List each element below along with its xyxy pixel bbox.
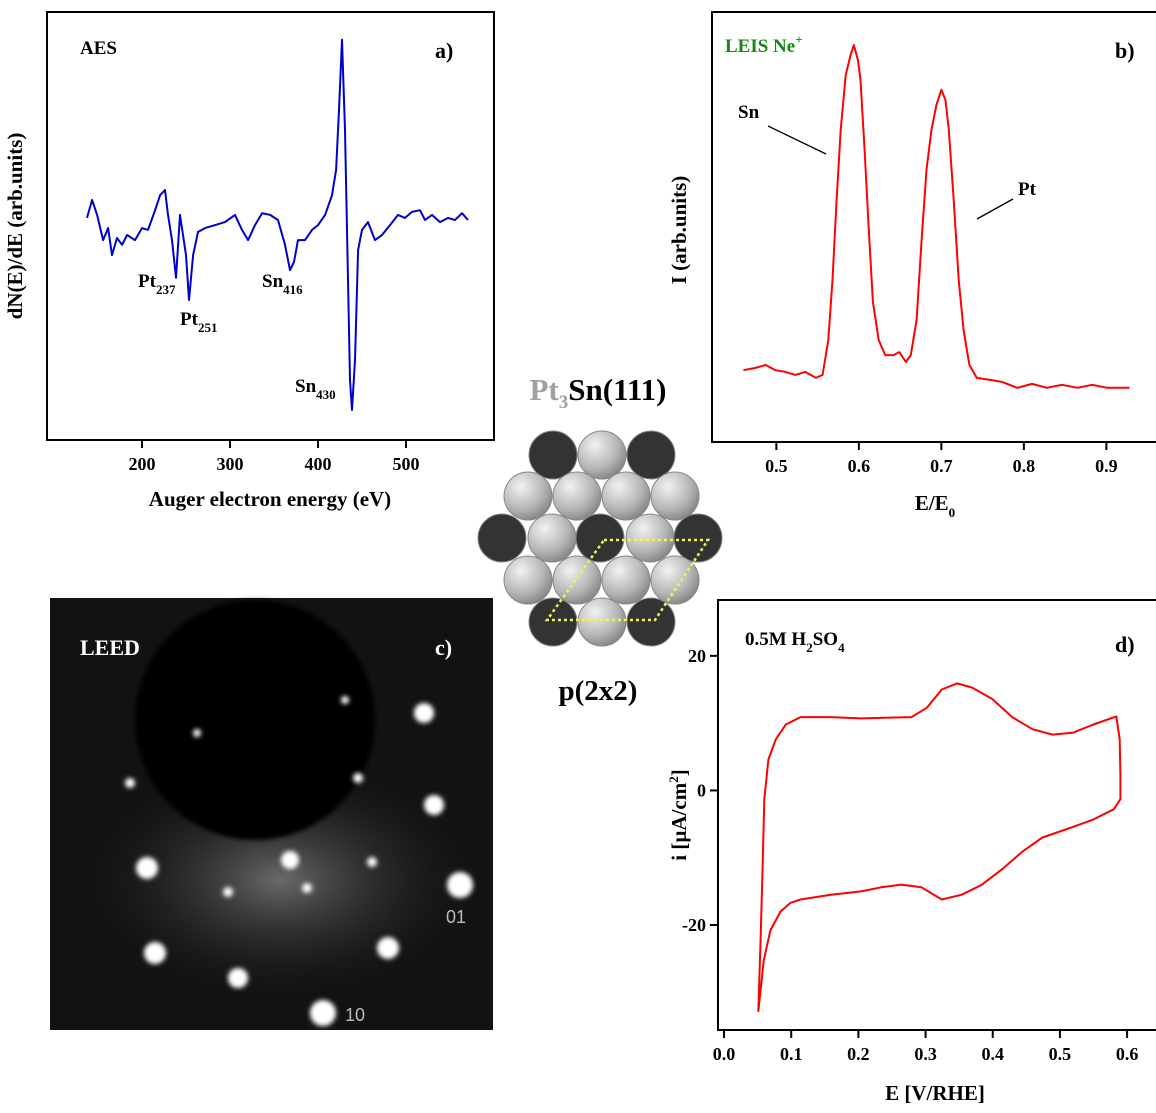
chart-title-part: + — [795, 32, 802, 47]
x-tick-label: 0.0 — [713, 1044, 736, 1064]
formula-sub: 3 — [559, 392, 569, 413]
annotation-sub: 430 — [316, 387, 336, 402]
spot-label: 10 — [345, 1005, 365, 1025]
x-tick-label: 0.5 — [765, 456, 788, 476]
annotation: Pt251 — [180, 309, 217, 335]
annotation: Sn — [738, 102, 760, 123]
x-tick-label: 500 — [393, 454, 420, 474]
panel-label: d) — [1115, 632, 1135, 657]
chart-title: AES — [80, 38, 117, 59]
y-axis-label: i [µA/cm2] — [666, 769, 691, 861]
y-axis-label: I (arb.units) — [667, 176, 691, 285]
x-tick-label: 300 — [217, 454, 244, 474]
x-axis-label-part: E/E — [915, 491, 949, 515]
formula-part: Pt — [530, 372, 560, 407]
y-tick-label: -20 — [682, 915, 706, 935]
annotation-text: Sn — [262, 271, 284, 292]
x-tick-label: 0.3 — [914, 1044, 937, 1064]
x-axis-label: E/E0 — [915, 491, 955, 520]
y-axis-label-part: ] — [667, 769, 691, 776]
x-tick-label: 0.1 — [780, 1044, 803, 1064]
leed-label: LEED — [80, 635, 140, 660]
x-axis-label: Auger electron energy (eV) — [149, 487, 391, 511]
structure-title: Pt3Sn(111) — [530, 372, 667, 413]
annotation: Pt — [1018, 179, 1037, 200]
x-tick-label: 0.5 — [1049, 1044, 1072, 1064]
annotation: Pt237 — [138, 271, 176, 297]
annotation-sub: 416 — [283, 282, 303, 297]
y-axis-label-part: i [µA/cm — [667, 782, 691, 860]
data-line — [743, 45, 1129, 388]
y-axis-label: dN(E)/dE (arb.units) — [3, 133, 27, 320]
annotation-text: Pt — [1018, 179, 1037, 200]
spot-label: 01 — [446, 907, 466, 927]
y-tick-label: 0 — [697, 780, 706, 800]
atoms — [478, 431, 722, 646]
panel-label: a) — [435, 38, 453, 63]
x-tick-label: 0.6 — [1116, 1044, 1139, 1064]
plot-frame — [47, 12, 494, 440]
x-tick-label: 400 — [305, 454, 332, 474]
data-line — [87, 40, 468, 410]
annotation: Sn430 — [295, 376, 336, 402]
chart-title-part: 4 — [838, 640, 845, 655]
x-axis-label: E [V/RHE] — [885, 1081, 985, 1105]
data-line — [758, 683, 1120, 1011]
plot-frame — [712, 12, 1156, 442]
x-tick-label: 0.7 — [930, 456, 953, 476]
annotation-text: Pt — [180, 309, 199, 330]
x-axis-label-part: 0 — [949, 505, 956, 520]
formula-part: Sn(111) — [568, 372, 666, 407]
annotation-sub: 237 — [156, 282, 176, 297]
x-tick-label: 200 — [129, 454, 156, 474]
annotation-text: Sn — [738, 102, 760, 123]
leader-line — [768, 126, 826, 154]
y-tick-label: 20 — [688, 646, 706, 666]
panel-label: c) — [435, 635, 452, 660]
chart-title: 0.5M H2SO4 — [745, 629, 845, 655]
chart-title-part: SO — [813, 629, 838, 650]
leader-line — [977, 199, 1013, 219]
x-tick-label: 0.4 — [981, 1044, 1004, 1064]
structure-model: Pt3Sn(111) p(2x2) — [478, 372, 722, 707]
x-tick-label: 0.8 — [1013, 456, 1036, 476]
chart-title: LEIS Ne+ — [725, 32, 803, 57]
leed-shadow — [135, 600, 375, 840]
panel-label: b) — [1115, 38, 1135, 63]
x-tick-label: 0.6 — [848, 456, 871, 476]
x-tick-label: 0.2 — [847, 1044, 870, 1064]
figure: LEED c) 01 10 Pt3Sn(111) p(2x2) 20030040… — [0, 0, 1156, 1113]
chart-title-part: 0.5M H — [745, 629, 806, 650]
cell-label: p(2x2) — [559, 675, 638, 707]
annotation-text: Pt — [138, 271, 157, 292]
annotation-text: Sn — [295, 376, 317, 397]
plot-frame — [718, 600, 1156, 1030]
x-tick-label: 0.9 — [1095, 456, 1118, 476]
annotation: Sn416 — [262, 271, 303, 297]
annotation-sub: 251 — [198, 320, 218, 335]
chart-title-part: LEIS Ne — [725, 36, 795, 57]
leed-panel: LEED c) 01 10 — [50, 598, 493, 1030]
